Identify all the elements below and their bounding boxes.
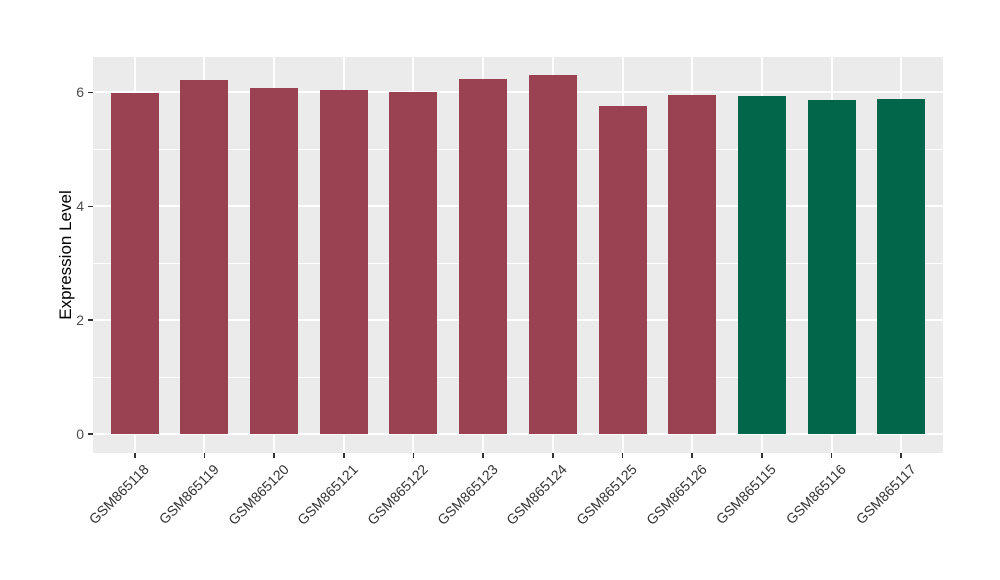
x-tick-label: GSM865117 xyxy=(852,461,919,528)
x-tick-mark xyxy=(273,453,275,458)
major-gridline xyxy=(93,205,943,208)
x-tick-mark xyxy=(482,453,484,458)
y-tick-mark xyxy=(88,433,93,435)
x-tick-label: GSM865124 xyxy=(503,461,571,528)
bar-GSM865125 xyxy=(598,106,647,435)
y-tick-label: 0 xyxy=(76,426,84,443)
minor-gridline xyxy=(93,262,943,264)
y-tick-label: 2 xyxy=(76,312,84,329)
x-tick-mark xyxy=(412,453,415,458)
x-tick-label: GSM865120 xyxy=(224,461,292,528)
minor-gridline xyxy=(93,148,943,150)
x-tick-label: GSM865116 xyxy=(782,461,849,528)
y-tick-label: 6 xyxy=(76,84,84,101)
x-tick-mark xyxy=(830,453,833,458)
bar-GSM865119 xyxy=(180,79,229,435)
major-gridline xyxy=(93,91,943,94)
x-tick-mark xyxy=(761,453,763,458)
x-tick-mark xyxy=(900,453,902,458)
x-tick-label: GSM865125 xyxy=(572,461,640,528)
y-tick-label: 4 xyxy=(76,198,84,215)
bar-GSM865118 xyxy=(110,93,159,435)
x-tick-label: GSM865118 xyxy=(85,461,153,528)
x-tick-label: GSM865122 xyxy=(363,461,431,528)
y-tick-mark xyxy=(88,91,93,94)
x-tick-label: GSM865115 xyxy=(713,461,780,528)
x-tick-label: GSM865123 xyxy=(433,461,501,528)
x-tick-mark xyxy=(203,453,206,458)
x-tick-mark xyxy=(691,453,693,458)
major-gridline xyxy=(93,319,943,322)
plot-panel xyxy=(93,57,943,453)
bar-GSM865122 xyxy=(389,92,438,435)
minor-gridline xyxy=(93,376,943,378)
x-tick-mark xyxy=(343,453,345,458)
bar-GSM865121 xyxy=(319,90,368,435)
bar-GSM865120 xyxy=(250,87,299,435)
y-tick-mark xyxy=(88,319,93,321)
bar-GSM865124 xyxy=(528,75,577,435)
bar-GSM865116 xyxy=(807,100,856,435)
x-tick-mark xyxy=(621,453,624,458)
x-tick-label: GSM865126 xyxy=(642,461,710,528)
major-gridline xyxy=(93,433,943,436)
x-tick-label: GSM865121 xyxy=(294,461,362,528)
x-tick-mark xyxy=(134,453,136,458)
x-tick-label: GSM865119 xyxy=(155,461,222,528)
bar-GSM865123 xyxy=(459,78,508,435)
bar-GSM865115 xyxy=(737,96,786,435)
bar-GSM865117 xyxy=(877,99,926,435)
bar-GSM865126 xyxy=(668,95,717,435)
x-tick-mark xyxy=(552,453,554,458)
y-tick-mark xyxy=(88,205,93,208)
